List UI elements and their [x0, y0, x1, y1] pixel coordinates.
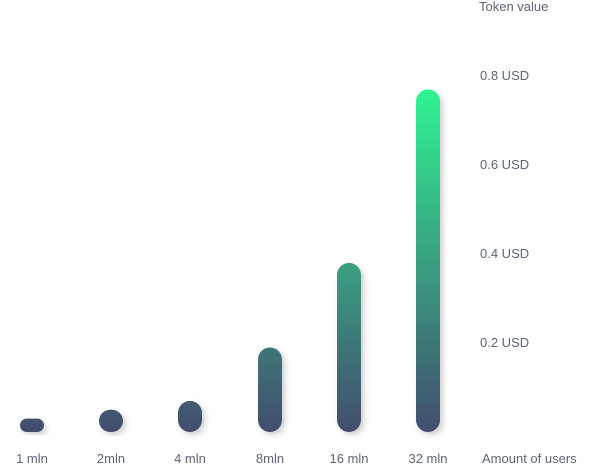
bar-3: [178, 400, 202, 432]
y-axis-title: Token value: [479, 0, 548, 14]
x-tick-label: 4 mln: [174, 451, 206, 465]
bar-2: [99, 409, 123, 432]
x-axis-ticks: 1 mln 2mln 4 mln 8mln 16 mln 32 mln: [16, 451, 447, 465]
y-axis-ticks: 0.2 USD 0.4 USD 0.6 USD 0.8 USD: [480, 68, 529, 350]
x-axis-title: Amount of users: [482, 451, 577, 465]
bars: [20, 89, 440, 432]
y-tick-label: 0.4 USD: [480, 246, 529, 261]
x-tick-label: 2mln: [97, 451, 125, 465]
x-tick-label: 1 mln: [16, 451, 48, 465]
y-tick-label: 0.8 USD: [480, 68, 529, 83]
x-tick-label: 16 mln: [329, 451, 368, 465]
y-tick-label: 0.6 USD: [480, 157, 529, 172]
x-tick-label: 8mln: [256, 451, 284, 465]
bar-1: [20, 418, 44, 432]
y-tick-label: 0.2 USD: [480, 335, 529, 350]
bar-5: [337, 262, 361, 432]
x-tick-label: 32 mln: [408, 451, 447, 465]
bar-4: [258, 347, 282, 432]
bar-6: [416, 89, 440, 432]
